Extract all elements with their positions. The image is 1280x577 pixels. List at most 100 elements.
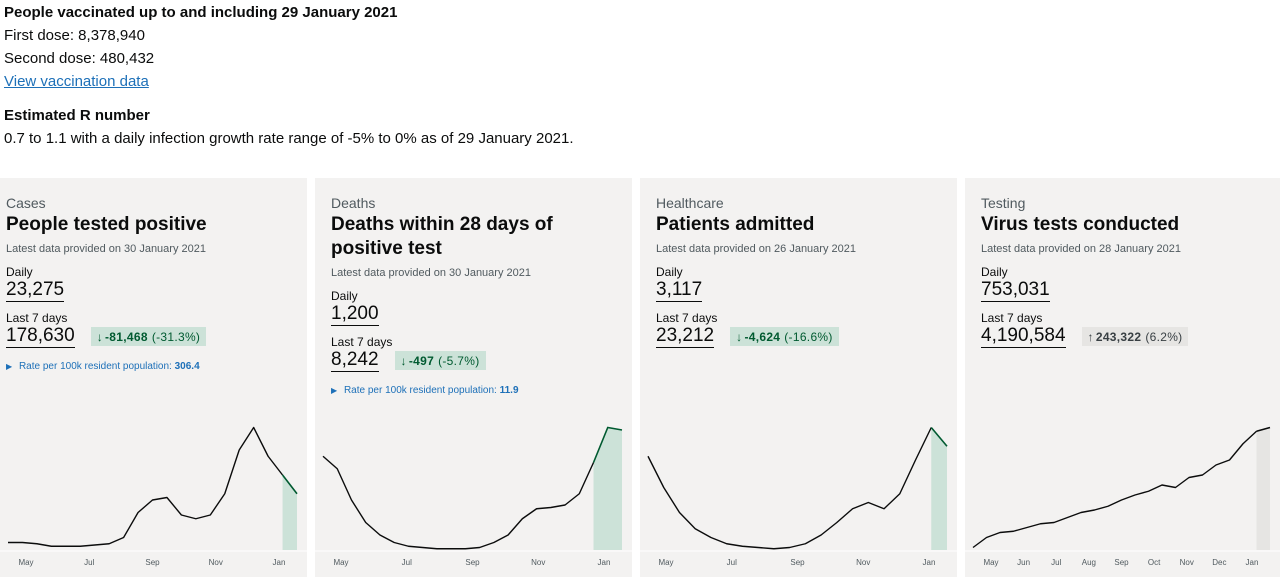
r-number-text: 0.7 to 1.1 with a daily infection growth… <box>4 130 574 147</box>
card-heading[interactable]: Patients admitted <box>656 214 815 235</box>
month-tick-label: May <box>658 558 673 567</box>
change-percent: (-5.7%) <box>438 353 480 368</box>
down-arrow-icon: ↓ <box>400 353 407 368</box>
trend-line-recent <box>592 426 623 463</box>
r-number-title: Estimated R number <box>4 107 150 124</box>
summary-section: People vaccinated up to and including 29… <box>4 4 904 153</box>
latest-data-text: Latest data provided on 30 January 2021 <box>331 267 531 279</box>
change-badge: ↓ -497 (-5.7%) <box>394 351 486 370</box>
week-label: Last 7 days <box>981 311 1043 325</box>
card-cases[interactable]: Cases People tested positive Latest data… <box>0 178 307 577</box>
month-tick-label: May <box>333 558 348 567</box>
month-tick-label: Sep <box>1114 558 1129 567</box>
down-arrow-icon: ↓ <box>736 329 743 344</box>
trend-line <box>647 427 932 550</box>
daily-label: Daily <box>6 265 33 279</box>
month-tick-label: May <box>18 558 33 567</box>
week-label: Last 7 days <box>331 335 393 349</box>
latest-data-text: Latest data provided on 26 January 2021 <box>656 243 856 255</box>
month-tick-label: May <box>983 558 998 567</box>
month-tick-label: Oct <box>1148 558 1161 567</box>
change-value: -497 <box>408 353 435 368</box>
week-label: Last 7 days <box>656 311 718 325</box>
month-tick-label: Nov <box>856 558 870 567</box>
trend-chart: May Jul Sep Nov Jan <box>315 426 632 567</box>
first-dose-text: First dose: 8,378,940 <box>4 27 145 44</box>
week-label: Last 7 days <box>6 311 68 325</box>
change-badge: ↓ -81,468 (-31.3%) <box>90 327 207 346</box>
month-tick-label: Jul <box>84 558 94 567</box>
month-tick-label: Nov <box>1180 558 1194 567</box>
card-category: Testing <box>981 195 1026 211</box>
card-testing[interactable]: Testing Virus tests conducted Latest dat… <box>965 178 1280 577</box>
daily-label: Daily <box>656 265 683 279</box>
week-value: 8,242 <box>331 349 379 372</box>
card-category: Cases <box>6 195 46 211</box>
daily-value: 753,031 <box>981 279 1050 302</box>
daily-label: Daily <box>331 289 358 303</box>
trend-line <box>8 426 284 547</box>
change-percent: (6.2%) <box>1145 329 1183 344</box>
month-tick-label: Jun <box>1017 558 1030 567</box>
trend-line <box>972 430 1257 549</box>
card-heading[interactable]: People tested positive <box>6 214 207 235</box>
second-dose-text: Second dose: 480,432 <box>4 50 155 67</box>
vaccination-title: People vaccinated up to and including 29… <box>4 4 398 21</box>
month-tick-label: Aug <box>1082 558 1096 567</box>
rate-value: 306.4 <box>174 361 200 372</box>
trend-chart: May Jul Sep Nov Jan <box>640 426 957 567</box>
last-7-days-area <box>593 427 622 550</box>
month-tick-label: Nov <box>209 558 223 567</box>
month-tick-label: Jul <box>1051 558 1061 567</box>
trend-line-recent <box>1256 426 1271 433</box>
rate-toggle[interactable]: ▶ Rate per 100k resident population: 306… <box>6 361 307 373</box>
r-number-block: Estimated R number 0.7 to 1.1 with a dai… <box>4 107 904 148</box>
card-heading[interactable]: Deaths within 28 days of positive test <box>331 214 553 259</box>
week-value: 178,630 <box>6 325 75 348</box>
daily-value: 1,200 <box>331 303 379 326</box>
daily-label: Daily <box>981 265 1008 279</box>
change-value: -4,624 <box>744 329 781 344</box>
latest-data-text: Latest data provided on 30 January 2021 <box>6 243 206 255</box>
week-value: 4,190,584 <box>981 325 1066 348</box>
change-badge: ↑ 243,322 (6.2%) <box>1081 327 1189 346</box>
daily-value: 3,117 <box>656 279 703 302</box>
trend-chart: May Jul Sep Nov Jan <box>0 426 307 567</box>
last-7-days-area <box>1256 427 1270 550</box>
down-arrow-icon: ↓ <box>96 329 103 344</box>
rate-toggle[interactable]: ▶ Rate per 100k resident population: 11.… <box>331 385 632 397</box>
change-value: -81,468 <box>105 329 148 344</box>
trend-line-recent <box>281 474 298 495</box>
month-tick-label: Jan <box>273 558 286 567</box>
month-tick-label: Sep <box>790 558 805 567</box>
triangle-right-icon: ▶ <box>6 362 13 371</box>
card-healthcare[interactable]: Healthcare Patients admitted Latest data… <box>640 178 957 577</box>
last-7-days-area <box>931 427 947 550</box>
change-badge: ↓ -4,624 (-16.6%) <box>730 327 839 346</box>
trend-chart: May Jun Jul Aug Sep Oct Nov Dec Jan <box>965 426 1280 567</box>
rate-label: Rate per 100k resident population: <box>343 385 497 396</box>
view-vaccination-link[interactable]: View vaccination data <box>4 73 149 90</box>
month-tick-label: Dec <box>1212 558 1226 567</box>
latest-data-text: Latest data provided on 28 January 2021 <box>981 243 1181 255</box>
card-deaths[interactable]: Deaths Deaths within 28 days of positive… <box>315 178 632 577</box>
card-category: Deaths <box>331 195 376 211</box>
trend-line-recent <box>930 426 948 447</box>
rate-label: Rate per 100k resident population: <box>18 361 172 372</box>
month-tick-label: Jan <box>598 558 611 567</box>
month-tick-label: Nov <box>531 558 545 567</box>
daily-value: 23,275 <box>6 279 65 302</box>
month-tick-label: Jan <box>1246 558 1259 567</box>
change-percent: (-31.3%) <box>151 329 201 344</box>
change-value: 243,322 <box>1095 329 1142 344</box>
up-arrow-icon: ↑ <box>1087 329 1094 344</box>
month-tick-label: Jul <box>727 558 737 567</box>
last-7-days-area <box>282 475 297 550</box>
card-heading[interactable]: Virus tests conducted <box>981 214 1180 235</box>
triangle-right-icon: ▶ <box>331 386 338 395</box>
month-tick-label: Sep <box>465 558 480 567</box>
card-category: Healthcare <box>656 195 724 211</box>
week-value: 23,212 <box>656 325 715 348</box>
rate-value: 11.9 <box>499 385 519 396</box>
change-percent: (-16.6%) <box>784 329 833 344</box>
